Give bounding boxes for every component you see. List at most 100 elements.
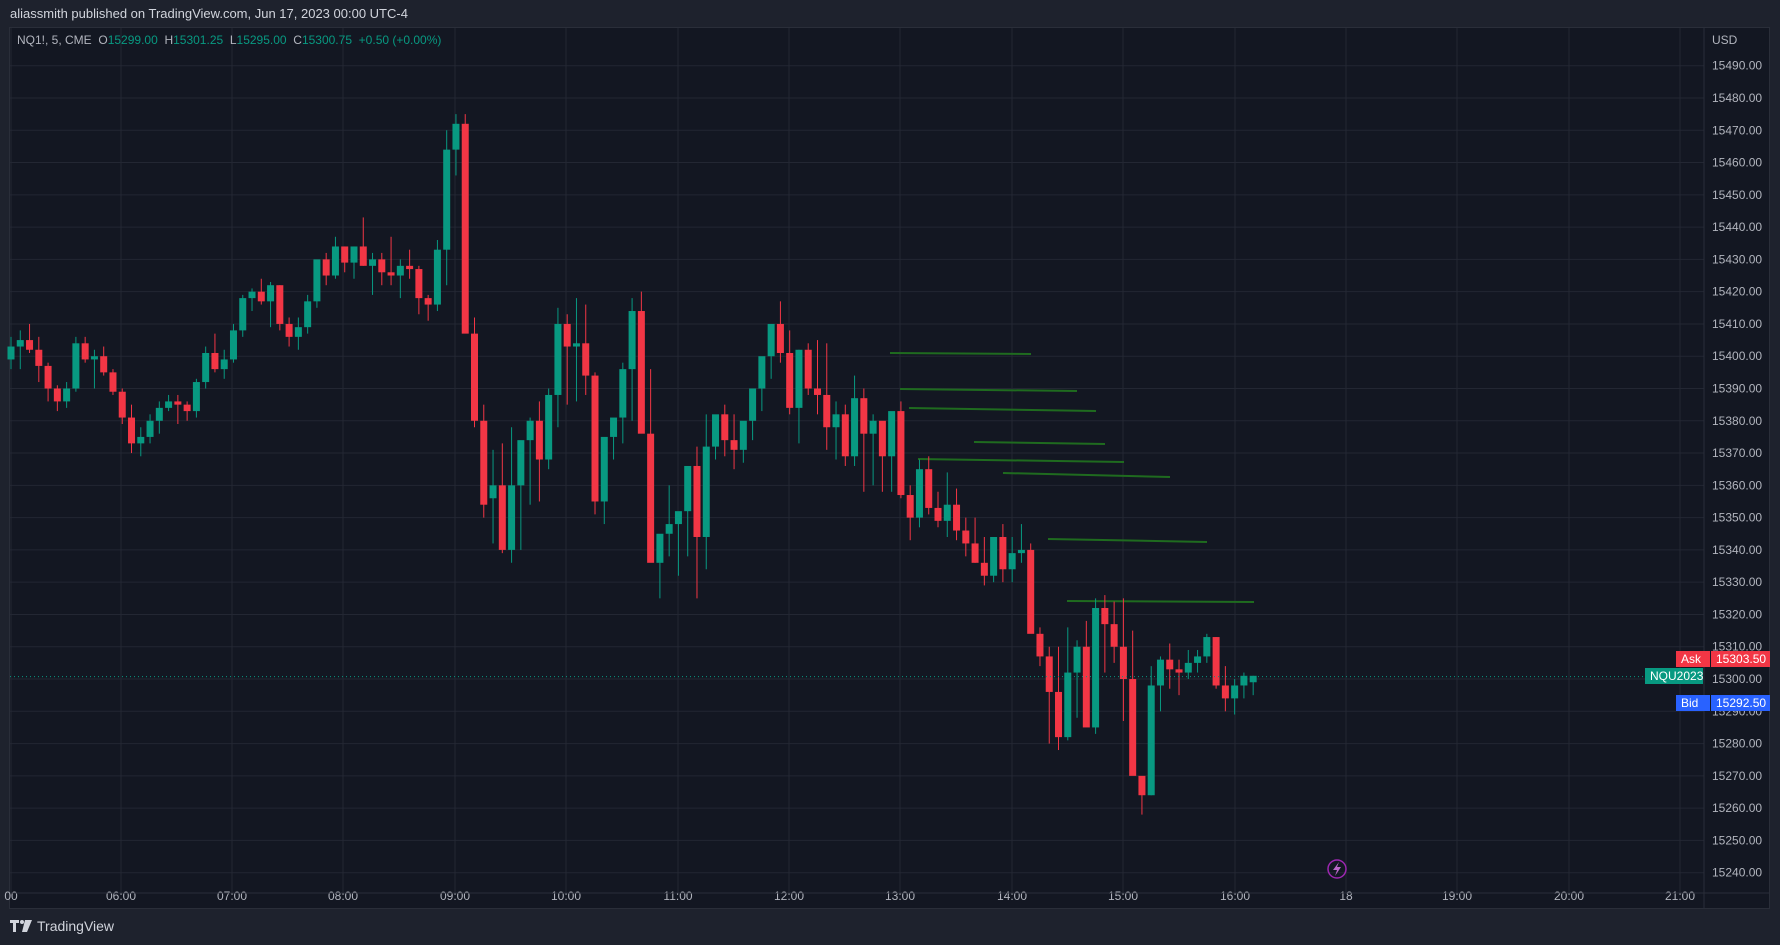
candle: [35, 349, 43, 366]
candle: [480, 420, 488, 505]
level-line[interactable]: [889, 352, 1032, 355]
time-axis-label: 21:00: [1665, 889, 1695, 903]
candle: [934, 507, 942, 521]
price-axis-label: 15440.00: [1712, 220, 1762, 234]
time-axis-label: 06:00: [106, 889, 136, 903]
candle: [7, 346, 15, 360]
ask-price-tag: 15303.50: [1711, 651, 1770, 667]
symbol-price-tag: NQU2023: [1645, 668, 1703, 684]
candle: [294, 327, 302, 337]
candle: [739, 420, 747, 450]
candle: [517, 440, 525, 486]
price-axis-label: 15340.00: [1712, 543, 1762, 557]
candle: [647, 433, 655, 563]
candle: [128, 417, 136, 444]
time-axis-label: 10:00: [551, 889, 581, 903]
candle: [415, 269, 423, 299]
candle: [90, 356, 98, 360]
ohlc-legend: NQ1!, 5, CME O15299.00 H15301.25 L15295.…: [17, 33, 442, 47]
candle: [369, 259, 377, 266]
symbol-label[interactable]: NQ1!, 5, CME: [17, 33, 92, 47]
candle: [202, 352, 210, 383]
candle: [304, 301, 312, 328]
candle: [962, 530, 970, 544]
candle: [971, 543, 979, 563]
candle: [1240, 675, 1248, 686]
candle: [665, 524, 673, 534]
candle: [1231, 685, 1239, 699]
candle: [341, 246, 349, 263]
candle: [257, 291, 265, 302]
candle: [44, 365, 52, 389]
price-axis-label: 15430.00: [1712, 252, 1762, 266]
candle: [498, 485, 506, 550]
level-line[interactable]: [917, 458, 1125, 463]
candle: [554, 323, 562, 395]
candle: [600, 436, 608, 502]
candle: [1110, 624, 1118, 647]
level-line[interactable]: [908, 407, 1097, 412]
price-axis-label: 15310.00: [1712, 640, 1762, 654]
candle: [1221, 685, 1229, 699]
tradingview-logo[interactable]: TradingView: [10, 918, 114, 934]
time-axis-label: 13:00: [885, 889, 915, 903]
candle: [53, 388, 61, 402]
candle: [267, 285, 275, 302]
price-axis-label: 15470.00: [1712, 123, 1762, 137]
time-axis-label: 11:00: [663, 889, 692, 903]
lightning-icon[interactable]: [1327, 859, 1347, 879]
time-axis-label: 18: [1339, 889, 1353, 903]
level-line[interactable]: [1066, 600, 1255, 603]
candle: [396, 265, 404, 276]
candle: [684, 465, 692, 512]
candle: [248, 291, 256, 299]
candle: [239, 298, 247, 331]
price-axis-label: 15420.00: [1712, 285, 1762, 299]
price-axis-label: 15460.00: [1712, 156, 1762, 170]
time-axis-label: 14:00: [997, 889, 1027, 903]
chart-frame[interactable]: [9, 27, 1770, 909]
candle: [313, 259, 321, 302]
brand-name: TradingView: [37, 918, 115, 934]
level-line[interactable]: [1002, 472, 1171, 478]
level-line[interactable]: [1047, 538, 1208, 543]
candle: [81, 343, 89, 360]
level-line[interactable]: [899, 388, 1078, 392]
time-axis-label: 07:00: [217, 889, 247, 903]
level-line[interactable]: [973, 441, 1106, 445]
time-axis-label: 20:00: [1554, 889, 1584, 903]
change-value: +0.50 (+0.00%): [358, 33, 442, 47]
price-axis-label: 15260.00: [1712, 801, 1762, 815]
high-value: 15301.25: [173, 33, 224, 47]
ask-label-tag: Ask: [1676, 651, 1710, 667]
candle: [1073, 646, 1081, 673]
candle: [795, 349, 803, 408]
candle: [980, 562, 988, 576]
publish-title: aliassmith published on TradingView.com,…: [10, 6, 408, 21]
time-axis-label: 12:00: [774, 889, 804, 903]
candle: [137, 436, 145, 444]
candle: [851, 398, 859, 457]
candle: [63, 388, 71, 402]
candle: [471, 333, 478, 421]
candle: [721, 414, 729, 441]
candle: [545, 394, 553, 460]
candle: [1175, 669, 1183, 673]
candle: [1036, 633, 1044, 657]
candle: [220, 359, 228, 370]
candle: [990, 536, 998, 576]
publish-header: aliassmith published on TradingView.com,…: [0, 0, 1780, 27]
price-axis-label: 15330.00: [1712, 575, 1762, 589]
candle: [712, 414, 720, 447]
candle: [359, 246, 367, 266]
candle: [1212, 637, 1220, 686]
candle: [1119, 646, 1127, 680]
candle: [378, 259, 386, 273]
price-axis-label: 15410.00: [1712, 317, 1762, 331]
footer-bar: [0, 910, 1780, 945]
candle: [1027, 549, 1035, 634]
candle: [841, 414, 849, 457]
currency-label: USD: [1712, 33, 1738, 47]
candle: [526, 420, 534, 441]
